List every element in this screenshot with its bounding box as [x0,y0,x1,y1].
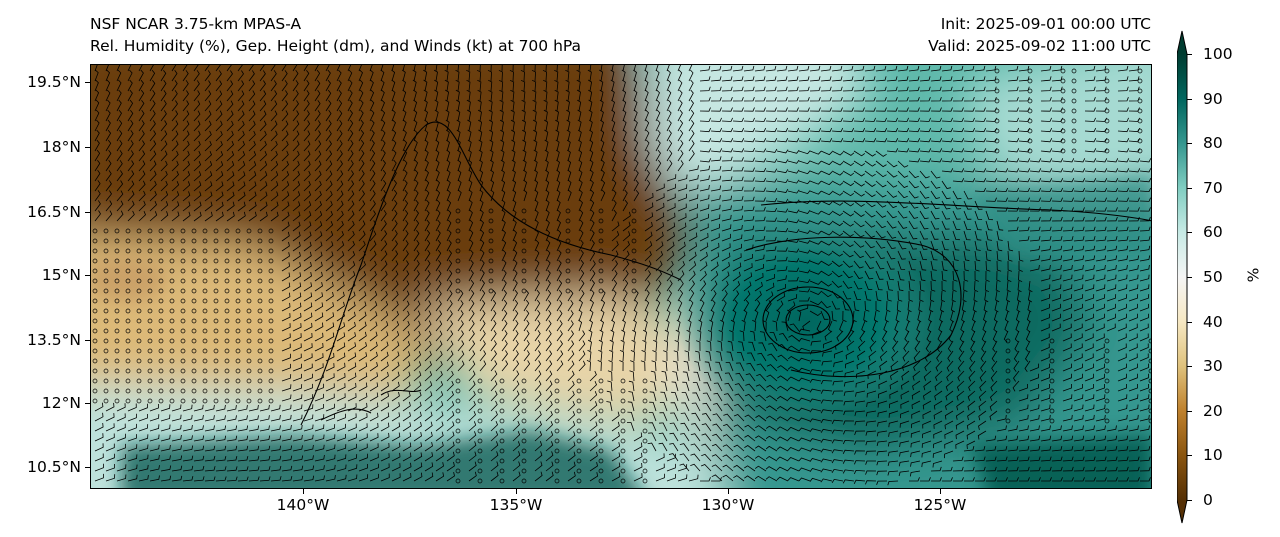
colorbar-tick-label: 70 [1203,178,1223,197]
colorbar-tick-label: 0 [1203,491,1213,509]
colorbar-tick [1187,98,1192,100]
lon-tick [940,489,941,494]
colorbar-tick-label: 60 [1203,223,1223,242]
colorbar-tick [1187,277,1192,278]
colorbar-tick-label: 90 [1203,89,1223,108]
lat-label-19-5: 19.5°N [27,73,81,91]
cyclone-core [676,220,936,420]
lon-tick [303,489,304,494]
model-name: NSF NCAR 3.75-km MPAS-A [90,15,302,33]
colorbar-tick [1187,455,1192,457]
colorbar-unit-label: % [1244,267,1263,283]
calm-wind-circles [92,68,1151,484]
colorbar-tick [1187,232,1192,234]
map-title-left: NSF NCAR 3.75-km MPAS-A Rel. Humidity (%… [90,13,581,57]
colorbar-tick [1187,54,1192,55]
lat-tick [85,340,90,341]
lon-label-125w: 125°W [913,496,967,514]
lat-tick [85,212,90,213]
lat-tick [85,403,90,404]
colorbar-tick-label: 100 [1203,45,1233,63]
valid-time: Valid: 2025-09-02 11:00 UTC [928,37,1151,55]
colorbar-tick-label: 20 [1203,401,1223,420]
colorbar-max-extend [1177,31,1187,54]
colorbar-tick-label: 30 [1203,357,1223,376]
colorbar-gradient [1177,54,1187,500]
humidity-field [91,65,1151,488]
colorbar-tick-label: 80 [1203,134,1223,153]
humidity-map-panel [90,64,1152,489]
colorbar-tick [1187,187,1192,189]
wind-barbs [94,65,1151,486]
colorbar-tick [1187,321,1192,323]
lat-label-16-5: 16.5°N [27,203,81,221]
colorbar-tick-label: 10 [1203,446,1223,465]
init-time: Init: 2025-09-01 00:00 UTC [940,15,1151,33]
colorbar-tick [1187,366,1192,368]
lat-label-15: 15°N [41,266,81,284]
lat-tick [85,147,90,148]
lon-tick [516,489,517,494]
colorbar-tick-label: 40 [1203,312,1223,331]
colorbar-tick [1187,143,1192,145]
lat-label-12: 12°N [41,394,81,412]
moisture-details [91,175,1151,488]
lat-tick [85,467,90,468]
colorbar-tick-label: 50 [1203,268,1223,286]
lat-tick [85,275,90,276]
colorbar-tick [1187,410,1192,412]
colorbar-tick [1187,500,1192,501]
lat-label-13-5: 13.5°N [27,331,81,349]
lat-label-10-5: 10.5°N [27,458,81,476]
field-description: Rel. Humidity (%), Gep. Height (dm), and… [90,37,582,55]
map-title-right: Init: 2025-09-01 00:00 UTC Valid: 2025-0… [928,13,1151,57]
lat-tick [85,82,90,83]
lon-label-130w: 130°W [701,496,755,514]
lon-label-135w: 135°W [489,496,543,514]
lon-tick [728,489,729,494]
lon-label-140w: 140°W [276,496,330,514]
colorbar-min-extend [1177,500,1187,523]
lat-label-18: 18°N [41,138,81,156]
